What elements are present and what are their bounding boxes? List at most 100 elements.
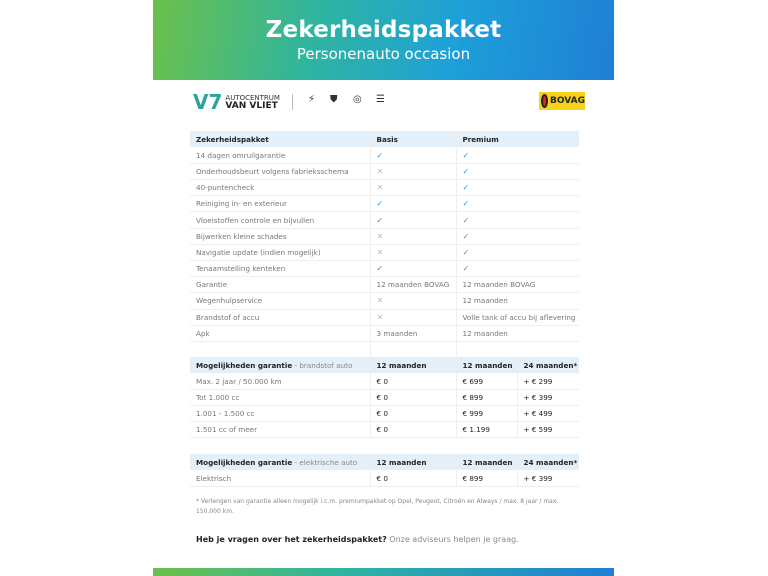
page: Zekerheidspakket Personenauto occasion V…: [153, 0, 614, 576]
table-cell: Tenaamstelling kenteken: [190, 260, 370, 278]
bovag-logo: BOVAG: [539, 92, 585, 110]
table-cell: + € 299: [516, 373, 579, 390]
table-cell: € 0: [369, 405, 456, 423]
cell-check: ✓: [455, 244, 579, 262]
check-icon: ✓: [376, 199, 384, 209]
table-cell: € 0: [369, 470, 456, 487]
spacer-row: [190, 341, 579, 358]
cell-check: ✓: [369, 260, 456, 278]
table-cell: Max. 2 jaar / 50.000 km: [190, 373, 370, 390]
table-cell: 12 maanden: [455, 454, 517, 471]
table-cell: € 899: [455, 389, 517, 407]
header-title: Mogelijkheden garantie - brandstof auto: [190, 357, 370, 374]
table-row: Bijwerken kleine schades ✕ ✓: [190, 228, 579, 245]
empty-cell: [369, 341, 456, 358]
table-row: 40-puntencheck ✕ ✓: [190, 179, 579, 197]
cell-cross: ✕: [369, 292, 456, 310]
table-cell: + € 599: [516, 421, 579, 439]
table-cell: 14 dagen omruilgarantie: [190, 147, 370, 164]
check-icon: ✓: [376, 215, 384, 225]
table-row: Max. 2 jaar / 50.000 km € 0 € 699 + € 299: [190, 373, 579, 390]
table-cell: Bijwerken kleine schades: [190, 228, 370, 245]
table-cell: 1.001 - 1.500 cc: [190, 405, 370, 423]
cell-cross: ✕: [369, 309, 456, 326]
contact-question: Heb je vragen over het zekerheidspakket?…: [196, 535, 519, 544]
citroen-logo-icon: ◎: [353, 94, 362, 105]
cell-check: ✓: [455, 163, 579, 181]
table-cell: Premium: [455, 131, 579, 148]
table-header: Mogelijkheden garantie - elektrische aut…: [190, 454, 579, 471]
table-cell: 1.501 cc of meer: [190, 421, 370, 439]
cell-check: ✓: [369, 195, 456, 213]
table-row: Tot 1.000 cc € 0 € 899 + € 399: [190, 389, 579, 407]
header-subtitle: - elektrische auto: [292, 457, 358, 467]
table-row: Brandstof of accu ✕ Volle tank of accu bij…: [190, 309, 579, 326]
table-cell: Volle tank of accu bij aflevering: [455, 309, 579, 326]
table-row: Apk 3 maanden 12 maanden: [190, 325, 579, 342]
table-cell: 12 maanden: [455, 325, 579, 342]
table-row: Onderhoudsbeurt volgens fabrieksschema ✕ ✓: [190, 163, 579, 181]
cell-check: ✓: [455, 228, 579, 245]
table-cell: Basis: [369, 131, 456, 148]
table-cell: Navigatie update (indien mogelijk): [190, 244, 370, 262]
table-cell: Zekerheidspakket: [190, 131, 370, 148]
table-cell: € 999: [455, 405, 517, 423]
cross-icon: ✕: [376, 166, 384, 176]
page-title: Zekerheidspakket: [265, 17, 502, 43]
cross-icon: ✕: [376, 183, 384, 193]
table-header: Mogelijkheden garantie - brandstof auto 1…: [190, 357, 579, 374]
opel-logo-icon: ⚡: [308, 94, 316, 105]
cell-check: ✓: [369, 211, 456, 229]
table-cell: Vloeistoffen controle en bijvullen: [190, 211, 370, 229]
table-cell: + € 399: [516, 389, 579, 407]
table-cell: 40-puntencheck: [190, 179, 370, 197]
table-cell: Wegenhulpservice: [190, 292, 370, 310]
table-cell: Garantie: [190, 276, 370, 294]
question-bold: Heb je vragen over het zekerheidspakket?: [196, 535, 387, 544]
package-table: Zekerheidspakket Basis Premium 14 dagen omr…: [190, 131, 579, 358]
header-title-bold: Mogelijkheden garantie: [196, 457, 293, 467]
check-icon: ✓: [462, 247, 470, 257]
table-cell: Tot 1.000 cc: [190, 389, 370, 407]
table-cell: Reiniging in- en exterieur: [190, 195, 370, 213]
table-cell: 12 maanden BOVAG: [369, 276, 456, 294]
cell-cross: ✕: [369, 244, 456, 262]
table-row: Tenaamstelling kenteken ✓ ✓: [190, 260, 579, 278]
cross-icon: ✕: [376, 296, 384, 306]
bovag-q-icon: [541, 94, 549, 108]
page-subtitle: Personenauto occasion: [296, 45, 471, 63]
check-icon: ✓: [376, 150, 384, 160]
cross-icon: ✕: [376, 312, 384, 322]
table-cell: 3 maanden: [369, 325, 456, 342]
dealer-logo: V7 AUTOCENTRUM VAN VLIET: [193, 92, 280, 112]
table-row: 1.001 - 1.500 cc € 0 € 999 + € 499: [190, 405, 579, 423]
table-cell: Onderhoudsbeurt volgens fabrieksschema: [190, 163, 370, 181]
bovag-label: BOVAG: [550, 96, 585, 106]
table-cell: 12 maanden: [455, 357, 517, 374]
check-icon: ✓: [462, 150, 470, 160]
table-row: Vloeistoffen controle en bijvullen ✓ ✓: [190, 211, 579, 229]
table-cell: € 1.199: [455, 421, 517, 439]
cell-check: ✓: [455, 260, 579, 278]
table-cell: + € 399: [516, 470, 579, 487]
header-title: Mogelijkheden garantie - elektrische aut…: [190, 454, 370, 471]
vv-logo-icon: V7: [193, 90, 223, 114]
dealer-name-line1: AUTOCENTRUM: [225, 94, 280, 102]
cell-cross: ✕: [369, 163, 456, 181]
table-cell: Elektrisch: [190, 470, 370, 487]
table-cell: 12 maanden: [369, 454, 456, 471]
peugeot-logo-icon: ⛊: [330, 94, 338, 105]
table-row: Reiniging in- en exterieur ✓ ✓: [190, 195, 579, 213]
electric-warranty-table: Mogelijkheden garantie - elektrische aut…: [190, 454, 579, 487]
cell-check: ✓: [455, 211, 579, 229]
cell-check: ✓: [455, 179, 579, 197]
cell-check: ✓: [369, 147, 456, 164]
cell-cross: ✕: [369, 179, 456, 197]
dealer-name-line2: VAN VLIET: [225, 101, 278, 111]
table-row: 14 dagen omruilgarantie ✓ ✓: [190, 147, 579, 164]
table-cell: Brandstof of accu: [190, 309, 370, 326]
always-logo-icon: ☰: [376, 94, 385, 105]
header-banner: Zekerheidspakket Personenauto occasion: [153, 0, 614, 80]
check-icon: ✓: [462, 183, 470, 193]
divider: [292, 94, 293, 110]
